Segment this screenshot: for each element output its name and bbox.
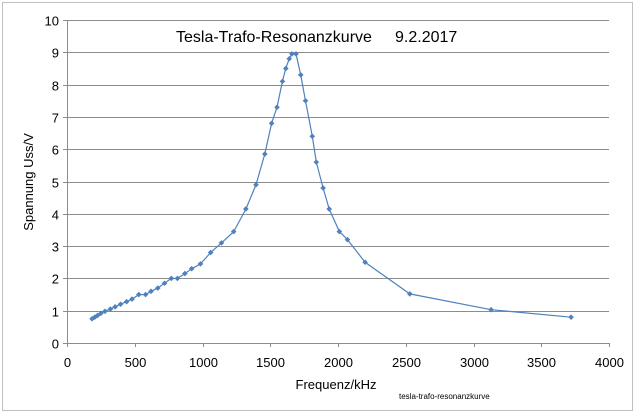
data-point-7	[117, 301, 124, 308]
y-tick-label-9: 9	[52, 46, 59, 61]
data-point-27	[274, 104, 280, 111]
data-point-10	[136, 291, 142, 298]
data-point-35	[309, 133, 316, 140]
data-point-2	[94, 312, 101, 319]
x-tick-label-8: 4000	[595, 355, 624, 370]
data-point-30	[286, 55, 293, 62]
y-tick-label-3: 3	[52, 240, 59, 255]
data-point-44	[568, 314, 574, 320]
data-point-20	[207, 249, 214, 256]
data-point-26	[268, 120, 275, 127]
data-point-23	[243, 206, 249, 212]
y-tick-label-0: 0	[52, 337, 59, 352]
axes	[63, 20, 610, 347]
x-axis-title: Frequenz/kHz	[296, 377, 377, 392]
data-point-43	[488, 306, 494, 313]
data-point-40	[344, 236, 351, 243]
y-tick-label-8: 8	[52, 79, 59, 94]
data-point-9	[129, 296, 135, 302]
data-point-37	[320, 185, 326, 191]
data-point-36	[313, 159, 320, 165]
x-tick-label-7: 3500	[527, 355, 556, 370]
data-point-3	[98, 310, 104, 317]
x-tick-labels: 0 500 1000 1500 2000 2500 3000 3500 4000	[64, 355, 624, 370]
y-tick-labels: 0 1 2 3 4 5 6 7 8 9 10	[45, 14, 59, 352]
data-point-6	[112, 304, 118, 310]
data-point-8	[123, 298, 130, 305]
data-point-33	[297, 72, 304, 78]
data-point-15	[168, 275, 175, 282]
data-point-41	[362, 259, 368, 266]
data-point-29	[283, 65, 289, 72]
data-point-31	[289, 51, 295, 57]
data-point-32	[293, 51, 299, 57]
y-axis-title: Spannung Uss/V	[21, 133, 36, 231]
data-point-24	[253, 181, 259, 188]
y-tick-label-6: 6	[52, 143, 59, 158]
y-tick-label-7: 7	[52, 111, 59, 126]
data-point-38	[326, 206, 332, 212]
data-point-22	[230, 228, 237, 235]
x-tick-label-2: 1000	[189, 355, 218, 370]
x-tick-label-3: 1500	[256, 355, 285, 370]
data-point-19	[197, 261, 204, 267]
data-point-16	[174, 275, 181, 282]
data-point-25	[262, 151, 268, 157]
data-point-17	[182, 270, 188, 277]
chart-date: 9.2.2017	[395, 29, 457, 46]
y-tick-label-5: 5	[52, 176, 59, 191]
chart-caption: tesla-trafo-resonanzkurve	[399, 392, 490, 401]
series-resonance	[89, 51, 574, 322]
data-point-12	[148, 288, 154, 295]
chart-frame	[2, 2, 633, 411]
y-tick-label-2: 2	[52, 272, 59, 287]
data-point-14	[161, 280, 168, 287]
y-tick-label-4: 4	[52, 208, 59, 223]
data-point-39	[336, 228, 343, 235]
data-point-18	[188, 265, 195, 272]
x-tick-label-4: 2000	[324, 355, 353, 370]
y-tick-label-10: 10	[45, 14, 59, 29]
data-point-13	[154, 285, 161, 291]
data-point-21	[218, 240, 225, 246]
data-point-5	[107, 306, 114, 312]
data-point-42	[407, 291, 413, 297]
y-tick-label-1: 1	[52, 305, 59, 320]
data-point-28	[279, 78, 286, 85]
chart-title: Tesla-Trafo-Resonanzkurve	[176, 29, 372, 46]
data-point-1	[91, 314, 98, 320]
data-point-4	[102, 308, 108, 315]
x-tick-label-6: 3000	[460, 355, 489, 370]
series-line-0	[91, 53, 572, 320]
x-tick-label-0: 0	[64, 355, 71, 370]
x-tick-label-1: 500	[125, 355, 147, 370]
x-tick-label-5: 2500	[392, 355, 421, 370]
data-point-11	[142, 291, 149, 298]
gridlines	[67, 20, 609, 312]
data-point-34	[302, 97, 309, 104]
